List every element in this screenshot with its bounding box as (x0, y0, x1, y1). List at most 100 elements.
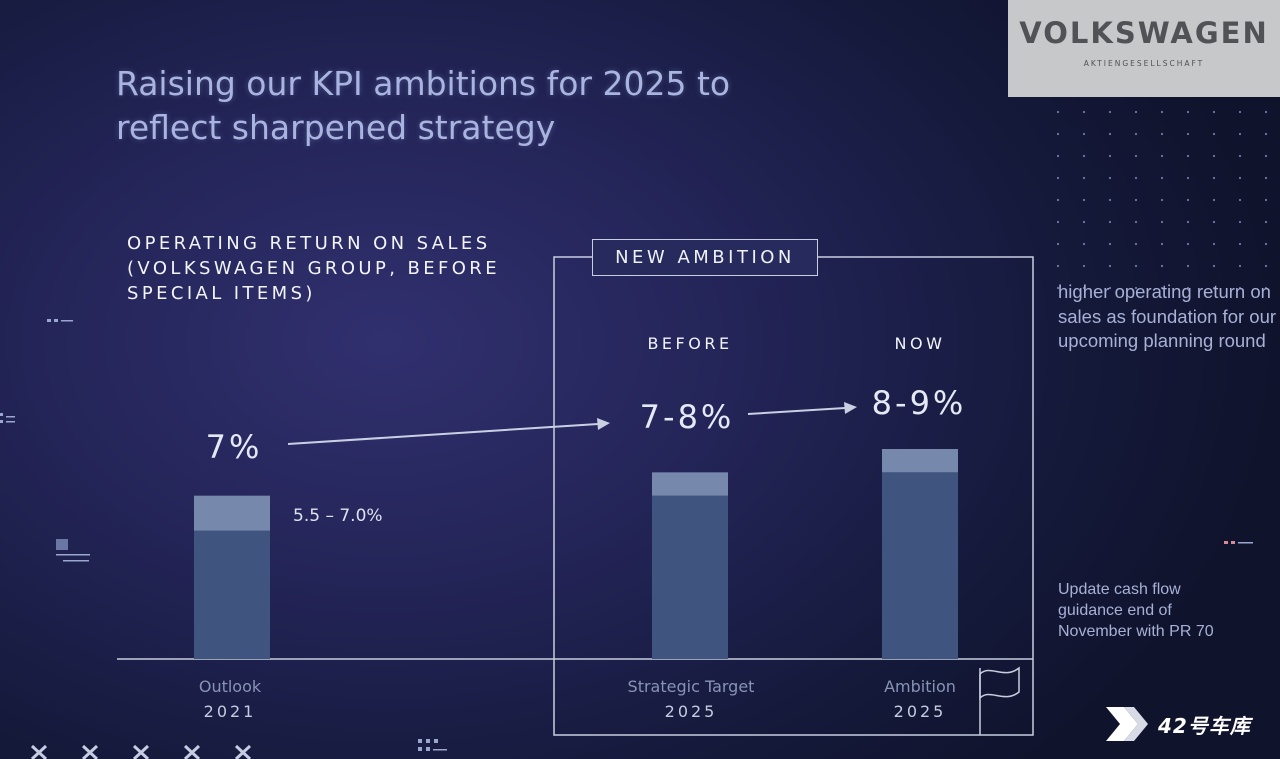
new-ambition-label: NEW AMBITION (592, 239, 818, 276)
grid-dot (1264, 220, 1268, 224)
new-ambition-frame (553, 256, 1034, 736)
metric-label: OPERATING RETURN ON SALES (VOLKSWAGEN GR… (127, 231, 547, 306)
grid-dot (1134, 154, 1138, 158)
range-label-outlook: 5.5 – 7.0% (293, 506, 383, 526)
grid-dot (1160, 242, 1164, 246)
grid-dot (1082, 286, 1086, 290)
grid-dot (1108, 154, 1112, 158)
grid-dot (1056, 220, 1060, 224)
grid-dot (1056, 242, 1060, 246)
grid-dot (1212, 220, 1216, 224)
bar-group (194, 449, 958, 659)
grid-dot (1186, 198, 1190, 202)
grid-dot (1186, 132, 1190, 136)
bar-range-ambition (882, 449, 958, 473)
grid-dot (1108, 242, 1112, 246)
watermark-logo-icon (1106, 707, 1148, 741)
grid-dot (1056, 176, 1060, 180)
bar-base-ambition (882, 472, 958, 659)
grid-dot (1108, 264, 1112, 268)
corner-decorations (0, 319, 1253, 751)
grid-dot (1056, 132, 1060, 136)
grid-dot (1134, 132, 1138, 136)
grid-dot (1082, 242, 1086, 246)
value-label-ambition: 8-9% (871, 384, 967, 422)
metric-label-text: OPERATING RETURN ON SALES (VOLKSWAGEN GR… (127, 233, 500, 304)
grid-dot (1134, 242, 1138, 246)
grid-dot (1056, 286, 1060, 290)
grid-dot (1134, 176, 1138, 180)
value-label-outlook: 7% (205, 428, 263, 466)
grid-dot (1108, 220, 1112, 224)
category-year-outlook: 2021 (203, 702, 257, 721)
grid-dot (1082, 198, 1086, 202)
grid-dot (1160, 286, 1164, 290)
grid-dot (1160, 264, 1164, 268)
grid-dot (1186, 242, 1190, 246)
grid-dot (1238, 176, 1242, 180)
grid-dot (1238, 242, 1242, 246)
grid-dot (1082, 220, 1086, 224)
grid-dot (1134, 220, 1138, 224)
grid-dot (1212, 264, 1216, 268)
logo-brand: VOLKSWAGEN (1019, 16, 1269, 50)
volkswagen-logo: VOLKSWAGEN AKTIENGESELLSCHAFT (1008, 0, 1280, 97)
category-name-strategic-target: Strategic Target (627, 677, 755, 696)
grid-dot (1238, 220, 1242, 224)
flag-icon (979, 666, 1020, 735)
grid-dot (1056, 198, 1060, 202)
grid-dot (1056, 110, 1060, 114)
grid-dot (1264, 286, 1268, 290)
grid-dot (1134, 286, 1138, 290)
logo-subtitle: AKTIENGESELLSCHAFT (1083, 59, 1205, 68)
bar-base-outlook (194, 530, 270, 659)
grid-dot (1160, 132, 1164, 136)
category-year-strategic-target: 2025 (664, 702, 718, 721)
grid-dot (1264, 242, 1268, 246)
grid-dot (1108, 198, 1112, 202)
side-note-planning: higher operating return on sales as foun… (1058, 281, 1277, 351)
grid-dot (1082, 132, 1086, 136)
arrow-before-to-now (747, 407, 846, 415)
grid-dot (1134, 264, 1138, 268)
grid-dot (1108, 132, 1112, 136)
grid-dot (1160, 154, 1164, 158)
grid-dot (1212, 132, 1216, 136)
arrow-outlook-to-before (287, 423, 599, 445)
arrow-head-2 (844, 402, 857, 414)
cross-decorations (30, 744, 252, 759)
category-year-ambition: 2025 (893, 702, 947, 721)
bar-base-strategic-target (652, 495, 728, 659)
grid-dot (1212, 198, 1216, 202)
column-header-now: NOW (894, 334, 946, 353)
grid-dot (1134, 110, 1138, 114)
grid-dot (1212, 154, 1216, 158)
category-name-outlook: Outlook (198, 677, 262, 696)
grid-dot (1056, 154, 1060, 158)
grid-dot (1238, 264, 1242, 268)
grid-dot (1264, 132, 1268, 136)
column-header-before: BEFORE (647, 334, 733, 353)
grid-dot (1264, 198, 1268, 202)
grid-dot (1082, 154, 1086, 158)
grid-dot (1160, 220, 1164, 224)
grid-dot (1264, 176, 1268, 180)
grid-dot (1160, 198, 1164, 202)
watermark-text: 42号车库 (1158, 713, 1251, 738)
grid-dot (1056, 264, 1060, 268)
grid-dot (1212, 286, 1216, 290)
grid-dot (1238, 154, 1242, 158)
grid-dot (1186, 154, 1190, 158)
grid-dot (1186, 220, 1190, 224)
grid-dot (1082, 110, 1086, 114)
grid-dot (1264, 110, 1268, 114)
side-note-cash-flow: Update cash flow guidance end of Novembe… (1058, 581, 1214, 640)
arrow-head-1 (597, 418, 610, 430)
grid-dot (1238, 286, 1242, 290)
bar-range-outlook (194, 495, 270, 531)
bar-range-strategic-target (652, 472, 728, 496)
grid-dot (1186, 286, 1190, 290)
grid-dot (1212, 242, 1216, 246)
